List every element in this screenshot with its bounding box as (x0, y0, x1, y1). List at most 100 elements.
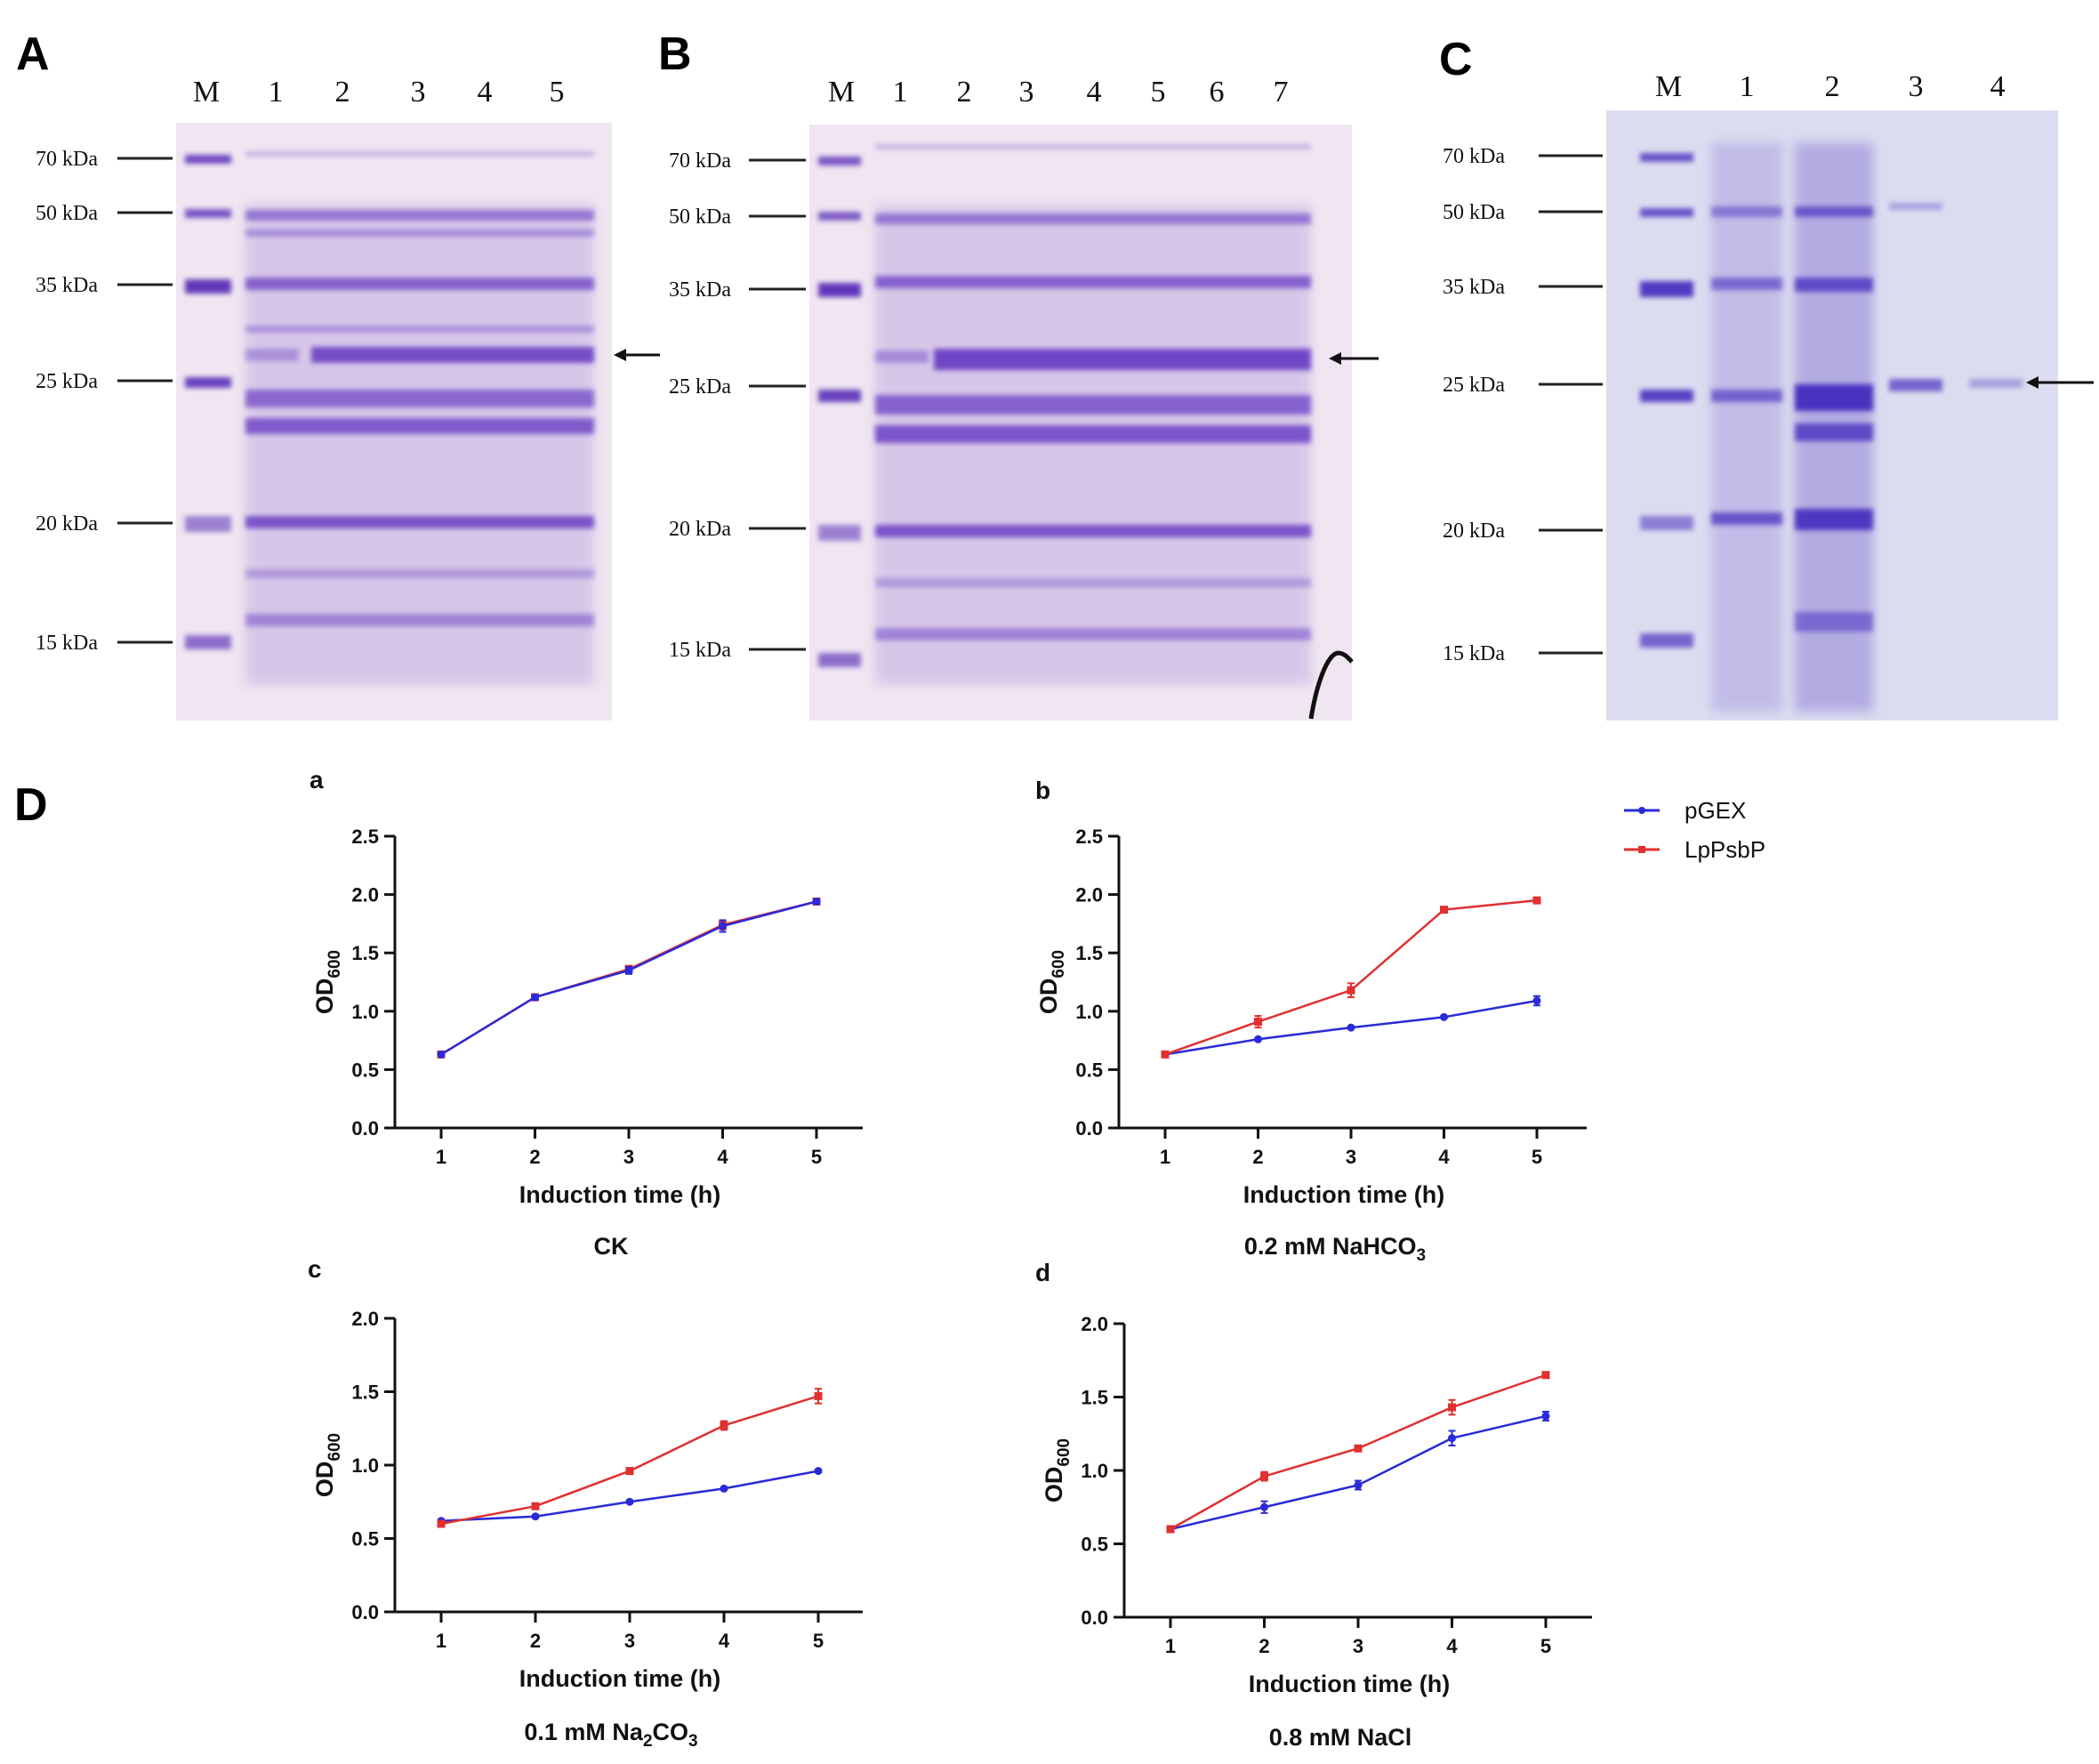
data-point-lppsbp (1347, 986, 1355, 995)
data-point-pgex (625, 1497, 634, 1506)
x-tick-label: 3 (623, 1146, 634, 1168)
x-axis-title: Induction time (h) (1243, 1181, 1444, 1208)
gel-a-marker-label: 25 kDa (36, 370, 98, 393)
x-tick-label: 4 (719, 1630, 730, 1652)
data-point-lppsbp (1541, 1371, 1550, 1380)
y-tick-label: 0.5 (351, 1059, 379, 1081)
y-tick-label: 1.5 (1081, 1387, 1108, 1409)
gel-c-markers: 70 kDa 50 kDa 35 kDa 25 kDa 20 kDa 15 kD… (1443, 145, 1603, 665)
chart-condition-label: 0.1 mM Na2CO3 (524, 1719, 697, 1751)
y-tick-label: 1.0 (351, 1454, 379, 1477)
y-tick-label: 0.5 (1081, 1534, 1108, 1556)
x-tick-label: 1 (436, 1630, 446, 1652)
legend-label-lppsbp: LpPsbP (1685, 836, 1765, 863)
x-tick-label: 2 (530, 1630, 541, 1652)
x-tick-label: 1 (1165, 1635, 1176, 1657)
gel-a-sample-bands (245, 151, 594, 685)
gel-b-ladder-bands (818, 157, 861, 667)
gel-b-lane-label: M (828, 76, 855, 109)
legend-marker-lppsbp (1638, 846, 1645, 853)
series-line-pgex (440, 900, 817, 1056)
data-point-pgex (1541, 1412, 1550, 1421)
gel-b-lane-label: 1 (893, 76, 908, 109)
y-tick-label: 1.5 (351, 1381, 379, 1404)
data-point-lppsbp (1166, 1525, 1175, 1534)
gel-c-marker-label: 25 kDa (1443, 374, 1505, 397)
gel-a-marker-label: 15 kDa (36, 632, 98, 655)
gel-a-marker-label: 50 kDa (36, 202, 98, 225)
gel-c-lane-label: 2 (1825, 70, 1840, 103)
y-tick-label: 0.0 (351, 1117, 379, 1140)
x-tick-label: 3 (1346, 1146, 1356, 1168)
legend: pGEX LpPsbP (1624, 797, 1765, 863)
gel-b: M 1 2 3 4 5 6 7 70 kDa 50 kDa 35 kDa 25 … (669, 76, 1379, 721)
y-tick-label: 2.5 (1075, 826, 1103, 848)
x-tick-label: 3 (1353, 1635, 1363, 1657)
gel-b-lane-label: 7 (1274, 76, 1289, 109)
data-point-pgex (1354, 1481, 1363, 1489)
gel-c-lane-label: M (1655, 70, 1682, 103)
gel-c-lane-labels: M 1 2 3 4 (1655, 70, 2006, 103)
y-axis-title: OD600 (311, 950, 344, 1014)
x-tick-label: 2 (529, 1146, 540, 1168)
gel-c-marker-label: 50 kDa (1443, 201, 1505, 224)
x-tick-label: 3 (624, 1630, 635, 1652)
gel-a-markers: 70 kDa 50 kDa 35 kDa 25 kDa 20 kDa 15 kD… (36, 148, 173, 655)
y-tick-label: 2.0 (1075, 884, 1103, 906)
gel-b-lane-label: 4 (1087, 76, 1102, 109)
data-point-lppsbp (437, 1519, 446, 1528)
chart-subpanel-letter: b (1035, 777, 1050, 804)
chart-b: b 0.0 0.5 1.0 1.5 2.0 2.5 1 2 3 4 5 Induction time (… (1035, 777, 1587, 1265)
data-point-lppsbp (814, 1391, 823, 1400)
gel-c-lane-label: 1 (1740, 70, 1755, 103)
gel-c-ladder-bands (1640, 153, 1693, 648)
y-tick-label: 0.5 (351, 1528, 379, 1551)
chart-subpanel-letter: a (310, 766, 324, 793)
gel-a-marker-label: 70 kDa (36, 148, 98, 171)
y-tick-label: 1.0 (351, 1001, 379, 1023)
data-point-pgex (531, 1512, 540, 1521)
data-point-lppsbp (1448, 1403, 1456, 1412)
data-point-pgex (1260, 1502, 1268, 1511)
series-line-lppsbp (440, 900, 817, 1056)
chart-condition-label: CK (594, 1233, 629, 1260)
gel-c-arrow (2026, 376, 2094, 389)
gel-a-marker-label: 20 kDa (36, 512, 98, 536)
y-tick-label: 1.5 (1075, 942, 1103, 964)
gel-a: M 1 2 3 4 5 70 kDa 50 kDa 35 kDa 25 kDa … (36, 76, 660, 721)
gel-c-marker-label: 15 kDa (1443, 642, 1505, 665)
panel-label-d: D (14, 779, 48, 831)
y-tick-label: 0.0 (351, 1601, 379, 1623)
gel-a-lane-label: 3 (411, 76, 426, 109)
series-line-pgex (1170, 1414, 1547, 1531)
data-point-pgex (1448, 1434, 1456, 1443)
gel-b-marker-label: 15 kDa (669, 639, 731, 662)
x-tick-label: 1 (1160, 1146, 1170, 1168)
y-tick-label: 0.0 (1075, 1117, 1103, 1140)
data-point-pgex (812, 897, 821, 906)
x-tick-label: 5 (811, 1146, 822, 1168)
chart-condition-label: 0.8 mM NaCl (1269, 1724, 1412, 1751)
gel-a-ladder-bands (185, 155, 231, 649)
x-tick-label: 2 (1252, 1146, 1263, 1168)
gel-b-marker-label: 50 kDa (669, 205, 731, 229)
data-point-pgex (814, 1467, 823, 1476)
legend-label-pgex: pGEX (1685, 797, 1746, 824)
legend-marker-pgex (1638, 807, 1645, 814)
gel-b-lane-label: 2 (957, 76, 972, 109)
gel-b-sample-bands (875, 144, 1311, 685)
gel-a-lane-label: 1 (269, 76, 284, 109)
y-tick-label: 2.0 (351, 884, 379, 906)
data-point-pgex (719, 922, 727, 930)
gel-b-marker-label: 35 kDa (669, 278, 731, 302)
data-point-lppsbp (1260, 1472, 1268, 1481)
data-point-pgex (531, 993, 539, 1002)
x-axis-title: Induction time (h) (519, 1181, 720, 1208)
data-point-lppsbp (720, 1421, 728, 1430)
gel-b-marker-label: 70 kDa (669, 149, 731, 173)
gel-b-lane-label: 6 (1210, 76, 1225, 109)
x-tick-label: 2 (1259, 1635, 1269, 1657)
data-point-pgex (1254, 1035, 1262, 1043)
gel-c-lane-label: 3 (1909, 70, 1924, 103)
